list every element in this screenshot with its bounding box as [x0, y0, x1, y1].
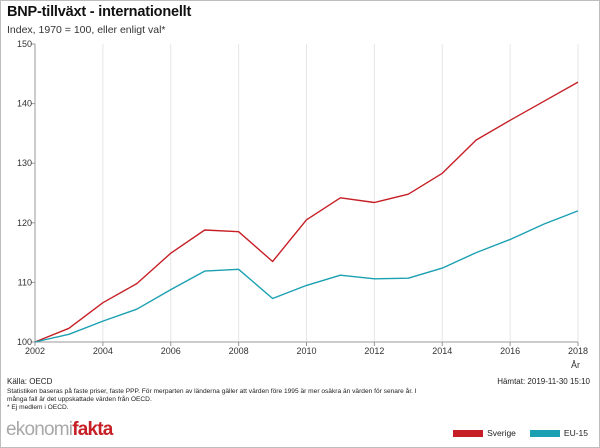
y-tick-label: 130: [17, 158, 32, 168]
source-text: Källa: OECD: [7, 377, 53, 386]
logo-text-part2: fakta: [72, 419, 113, 440]
legend-label: EU-15: [563, 428, 588, 438]
footnote-line: Statistiken baseras på faste priser, fas…: [7, 388, 417, 395]
y-tick-label: 110: [18, 277, 32, 287]
footnotes: Statistiken baseras på faste priser, fas…: [7, 388, 477, 413]
x-tick-label: 2014: [432, 346, 452, 356]
y-tick-label: 100: [17, 337, 32, 347]
series-line-sverige: [34, 81, 579, 343]
y-tick-labels: 100 110 120 130 140 150: [17, 39, 32, 347]
x-axis-title: År: [571, 360, 580, 370]
legend-label: Sverige: [487, 428, 516, 438]
x-tick-label: 2006: [161, 346, 181, 356]
x-tick-label: 2004: [93, 346, 113, 356]
series-line-eu-15: [34, 210, 579, 343]
chart-legend: Sverige EU-15: [439, 428, 588, 438]
legend-swatch: [453, 429, 484, 437]
series-lines: [34, 81, 579, 343]
legend-item-sverige[interactable]: Sverige: [453, 428, 516, 438]
y-tick-label: 150: [17, 39, 32, 49]
x-tick-label: 2008: [229, 346, 249, 356]
legend-swatch: [529, 429, 560, 437]
logo-text-part1: ekonomi: [6, 419, 73, 440]
chart-subtitle: Index, 1970 = 100, eller enligt val*: [7, 24, 166, 36]
x-tick-label: 2016: [500, 346, 520, 356]
x-tick-label: 2018: [568, 346, 588, 356]
y-tick-label: 140: [17, 99, 32, 109]
retrieved-timestamp: Hämtat: 2019-11-30 15:10: [497, 377, 590, 386]
y-tick-label: 120: [17, 218, 32, 228]
ekonomifakta-logo[interactable]: ekonomifakta: [6, 419, 113, 441]
footnote-line: * Ej medlem i OECD.: [7, 404, 69, 412]
chart-title: BNP-tillväxt - internationellt: [7, 4, 192, 20]
axes: [31, 43, 579, 346]
x-tick-label: 2012: [364, 346, 384, 356]
x-tick-label: 2002: [25, 346, 45, 356]
x-tick-label: 2010: [296, 346, 316, 356]
footnote-line: många fall är det uppskattade värden frå…: [7, 396, 152, 404]
grid-lines: [34, 44, 579, 342]
legend-item-eu15[interactable]: EU-15: [529, 428, 588, 438]
x-tick-labels: 2002 2004 2006 2008 2010 2012 2014 2016 2018: [25, 346, 588, 356]
